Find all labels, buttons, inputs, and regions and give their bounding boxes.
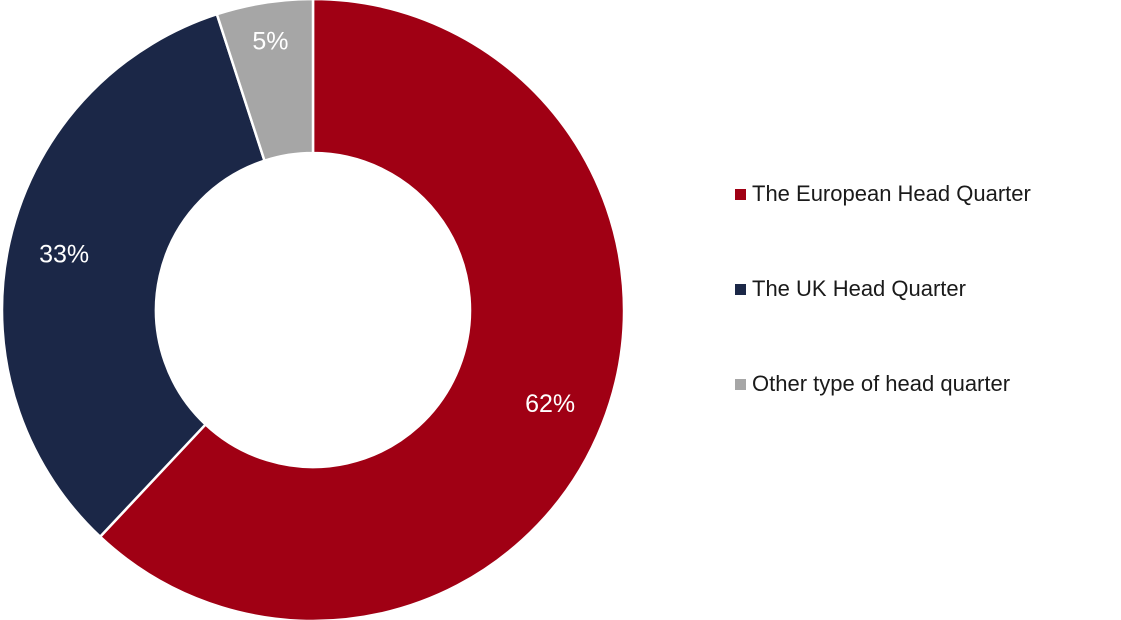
legend-item-other: Other type of head quarter (735, 364, 1031, 404)
legend-swatch-european (735, 188, 746, 200)
legend-item-uk: The UK Head Quarter (735, 269, 1031, 309)
legend-swatch-other (735, 378, 746, 390)
legend-label-european: The European Head Quarter (752, 181, 1031, 206)
slice-label-uk: 33% (39, 240, 89, 268)
slice-european (98, 0, 626, 620)
slice-uk (0, 12, 267, 539)
legend-item-european: The European Head Quarter (735, 174, 1031, 214)
slice-other (215, 0, 315, 163)
legend-swatch-uk (735, 283, 746, 295)
legend-label-uk: The UK Head Quarter (752, 276, 966, 301)
slice-label-european: 62% (525, 390, 575, 418)
legend-label-other: Other type of head quarter (752, 371, 1011, 396)
slice-label-other: 5% (252, 27, 288, 55)
chart-legend: The European Head Quarter The UK Head Qu… (735, 174, 1031, 459)
donut-chart-plot: 62% 33% 5% (0, 0, 626, 620)
